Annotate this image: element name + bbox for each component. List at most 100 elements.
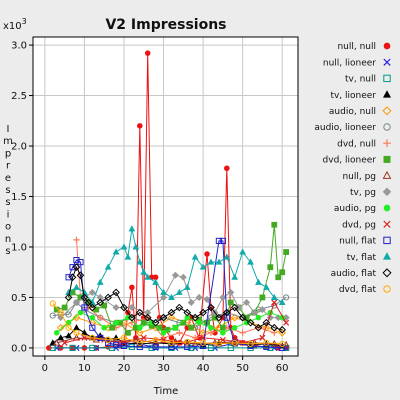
legend-label: tv, null — [345, 75, 376, 85]
legend-label: null, pg — [342, 172, 376, 182]
data-point — [247, 258, 254, 265]
data-point — [382, 106, 392, 116]
data-point — [246, 318, 255, 327]
data-point — [382, 268, 392, 278]
data-point — [89, 314, 96, 321]
data-point — [96, 293, 104, 301]
data-point — [382, 90, 392, 98]
data-point — [196, 319, 202, 326]
data-point — [53, 338, 61, 346]
data-point — [220, 330, 226, 336]
plot-border — [32, 36, 299, 357]
data-point — [97, 314, 104, 321]
y-axis-label-letter: I — [7, 124, 10, 135]
data-point — [65, 324, 72, 331]
data-point — [215, 340, 222, 347]
y-multiplier: x103 — [3, 17, 27, 32]
data-point — [383, 155, 391, 163]
data-point — [219, 336, 226, 343]
data-point — [89, 334, 96, 341]
data-point — [239, 329, 246, 336]
data-point — [88, 303, 97, 312]
data-point — [168, 343, 175, 351]
data-point — [382, 187, 392, 197]
data-point — [283, 249, 290, 255]
series-line — [52, 346, 287, 349]
y-multiplier-exponent: 3 — [22, 17, 27, 26]
y-axis-label-letter: p — [5, 148, 11, 159]
data-point — [73, 236, 80, 244]
x-tick-label: 30 — [157, 363, 170, 374]
data-point — [191, 253, 199, 260]
legend-item: tv, pg — [350, 187, 392, 198]
data-point — [104, 263, 112, 270]
data-point — [65, 274, 72, 281]
data-point — [135, 328, 144, 337]
data-point — [113, 319, 119, 326]
data-point — [172, 324, 179, 331]
data-point — [140, 319, 147, 326]
legend-item: dvd, flat — [339, 285, 391, 295]
data-point — [171, 271, 179, 279]
data-point — [125, 314, 131, 321]
data-point — [112, 248, 120, 255]
series-tv-flat — [65, 225, 286, 306]
data-point — [279, 340, 286, 347]
data-point — [215, 313, 223, 322]
data-point — [383, 285, 391, 293]
data-point — [195, 293, 203, 301]
data-point — [159, 313, 168, 322]
data-point — [167, 313, 176, 322]
legend-label: audio, lioneer — [314, 123, 376, 133]
data-point — [77, 259, 84, 266]
data-point — [129, 284, 135, 291]
data-point — [81, 304, 88, 311]
data-point — [278, 328, 287, 337]
data-point — [255, 278, 262, 285]
y-tick-label: 1.0 — [11, 242, 27, 253]
data-point — [207, 303, 215, 312]
data-point — [152, 336, 159, 343]
data-point — [262, 283, 270, 290]
y-axis-label-letter: n — [5, 234, 11, 245]
data-point — [219, 237, 226, 245]
data-point — [215, 237, 222, 245]
data-point — [49, 300, 56, 307]
data-point — [207, 344, 215, 352]
x-axis-label: Time — [153, 386, 178, 397]
series-audio-pg — [53, 309, 285, 336]
data-point — [152, 343, 159, 351]
data-point — [151, 318, 160, 327]
data-point — [270, 293, 278, 300]
y-axis-label-letter: o — [5, 222, 11, 233]
data-point — [266, 314, 274, 322]
data-point — [69, 264, 76, 271]
chart-title: V2 Impressions — [105, 17, 226, 33]
data-point — [144, 309, 152, 317]
y-tick-label: 1.5 — [11, 192, 27, 203]
data-point — [188, 344, 195, 352]
data-point — [243, 298, 251, 307]
data-point — [258, 306, 266, 314]
data-point — [73, 256, 80, 264]
data-point — [382, 170, 392, 179]
legend-label: tv, flat — [347, 253, 377, 263]
data-point — [168, 339, 175, 346]
data-point — [215, 258, 223, 265]
data-point — [140, 268, 148, 275]
legend-label: audio, flat — [331, 269, 377, 279]
data-point — [254, 323, 263, 332]
legend-item: null, lioneer — [323, 58, 391, 68]
data-point — [188, 324, 195, 331]
data-point — [278, 325, 287, 334]
data-point — [222, 308, 231, 317]
data-point — [383, 42, 391, 50]
data-point — [275, 274, 282, 281]
data-point — [263, 339, 270, 346]
legend-label: dvd, flat — [339, 285, 377, 295]
x-tick-label: 60 — [276, 363, 289, 374]
data-point — [263, 343, 270, 351]
data-point — [84, 298, 93, 307]
y-tick-label: 0.5 — [11, 293, 27, 304]
y-tick-label: 0.0 — [11, 343, 27, 354]
